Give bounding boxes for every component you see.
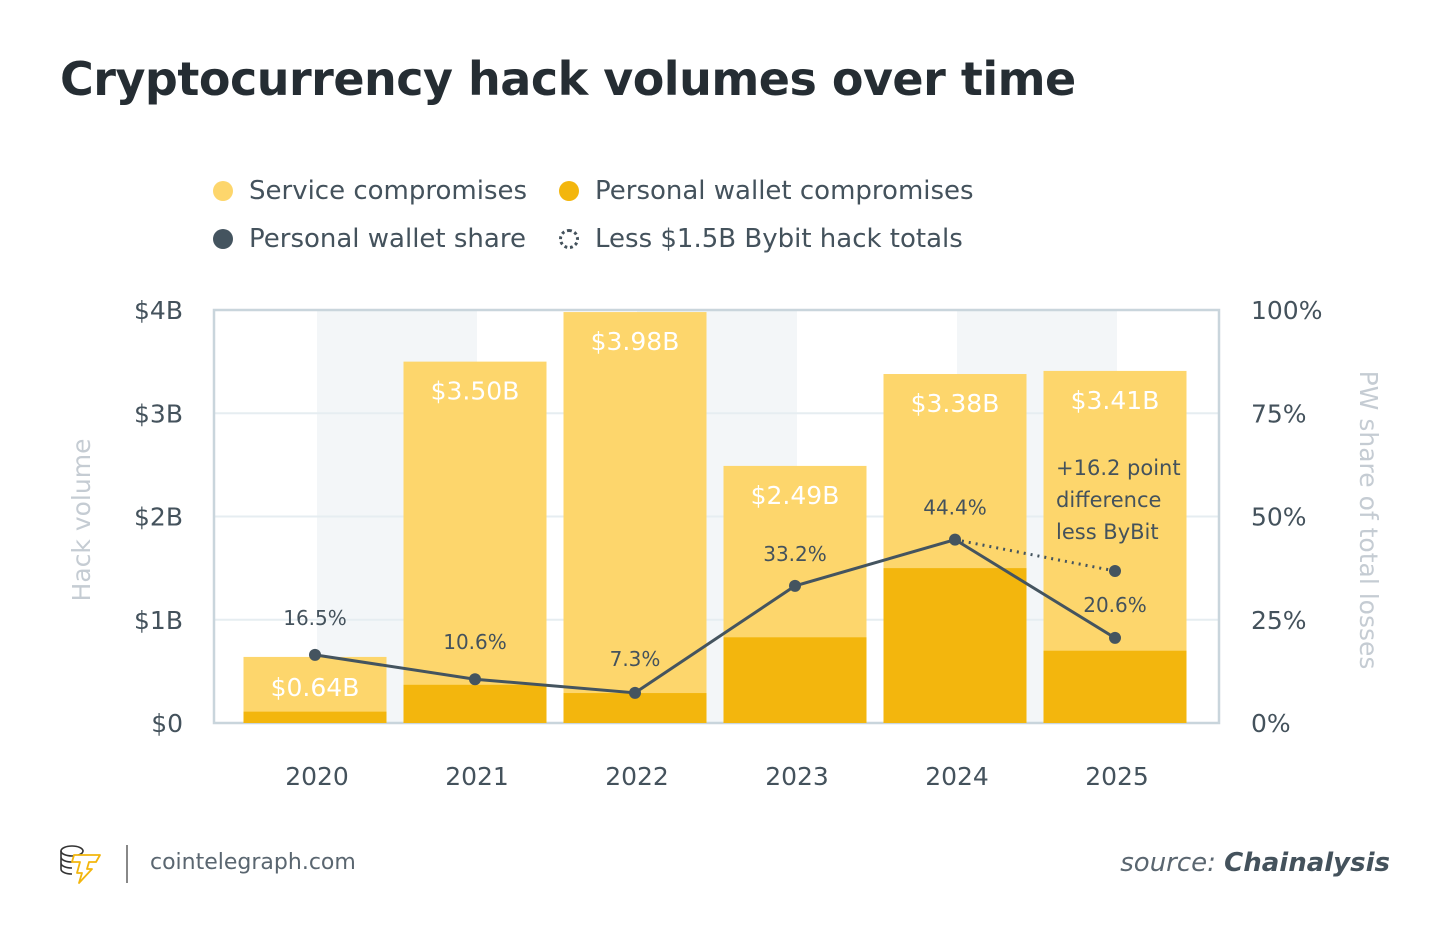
bar-total-label: $3.98B (591, 327, 680, 356)
y-tick-label: $0 (151, 709, 183, 738)
y-tick-label: $4B (134, 296, 183, 325)
y-right-tick-label: 25% (1251, 606, 1307, 635)
y-right-tick-label: 100% (1251, 296, 1322, 325)
cointelegraph-logo-icon (60, 845, 101, 884)
y-tick-label: $2B (134, 503, 183, 532)
bar-total-label: $3.38B (911, 389, 1000, 418)
bar-service-compromises (403, 361, 547, 723)
x-tick-label: 2022 (605, 762, 669, 791)
point-personal-wallet-share (629, 686, 641, 699)
bar-service-compromises (563, 312, 707, 723)
legend-marker-icon (213, 181, 233, 201)
x-tick-label: 2024 (925, 762, 989, 791)
source-name: Chainalysis (1224, 848, 1390, 878)
bar-personal-wallet-compromises (403, 684, 547, 723)
legend-label: Personal wallet share (249, 224, 526, 254)
bar-total-label: $2.49B (751, 481, 840, 510)
x-tick-label: 2020 (285, 762, 349, 791)
point-personal-wallet-share (309, 648, 321, 661)
legend-service-compromises: Service compromises (213, 176, 527, 206)
bar-personal-wallet-compromises (1043, 650, 1187, 723)
y-tick-label: $1B (134, 606, 183, 635)
legend-marker-icon (559, 181, 579, 201)
share-label: 20.6% (1083, 593, 1147, 617)
bar-personal-wallet-compromises (883, 568, 1027, 723)
point-personal-wallet-share (949, 533, 961, 546)
chart-title: Cryptocurrency hack volumes over time (60, 52, 1076, 106)
annotation-text: +16.2 point (1056, 456, 1181, 480)
point-personal-wallet-share (469, 673, 481, 686)
share-label: 44.4% (923, 496, 987, 520)
x-tick-label: 2025 (1085, 762, 1149, 791)
legend-label: Service compromises (249, 176, 528, 206)
point-personal-wallet-share (1109, 631, 1121, 644)
bar-personal-wallet-compromises (243, 711, 387, 723)
bar-personal-wallet-compromises (723, 637, 867, 723)
y-right-tick-label: 75% (1251, 399, 1307, 428)
bar-total-label: $3.50B (431, 377, 520, 406)
legend-marker-icon (213, 229, 233, 249)
plot-border (212, 308, 1221, 725)
legend-label: Personal wallet compromises (595, 176, 974, 206)
source-prefix: source: (1120, 848, 1216, 878)
share-label: 10.6% (443, 630, 507, 654)
y-axis-title: Hack volume (67, 439, 96, 602)
legend-personal-wallet-share: Personal wallet share (213, 224, 526, 254)
share-label: 7.3% (610, 647, 661, 671)
y-right-tick-label: 50% (1251, 503, 1307, 532)
share-label: 16.5% (283, 606, 347, 630)
bar-total-label: $0.64B (271, 673, 360, 702)
share-label: 33.2% (763, 542, 827, 566)
footer-site[interactable]: cointelegraph.com (150, 850, 356, 875)
footer-source: source: Chainalysis (1120, 848, 1390, 878)
legend-less-bybit: Less $1.5B Bybit hack totals (559, 224, 963, 254)
legend-personal-wallet-compromises: Personal wallet compromises (559, 176, 974, 206)
bar-total-label: $3.41B (1071, 386, 1160, 415)
x-tick-label: 2021 (445, 762, 509, 791)
legend-label: Less $1.5B Bybit hack totals (595, 224, 963, 254)
line-personal-wallet-share (314, 538, 1116, 695)
dotted-circle-icon (559, 229, 579, 249)
x-tick-label: 2023 (765, 762, 829, 791)
y-right-axis-title: PW share of total losses (1354, 371, 1383, 670)
y-tick-label: $3B (134, 399, 183, 428)
annotation-text: difference (1056, 488, 1161, 512)
point-less-bybit (1109, 565, 1121, 578)
y-right-tick-label: 0% (1251, 709, 1291, 738)
footer-divider (126, 845, 128, 883)
point-personal-wallet-share (789, 579, 801, 592)
annotation-text: less ByBit (1056, 520, 1159, 544)
